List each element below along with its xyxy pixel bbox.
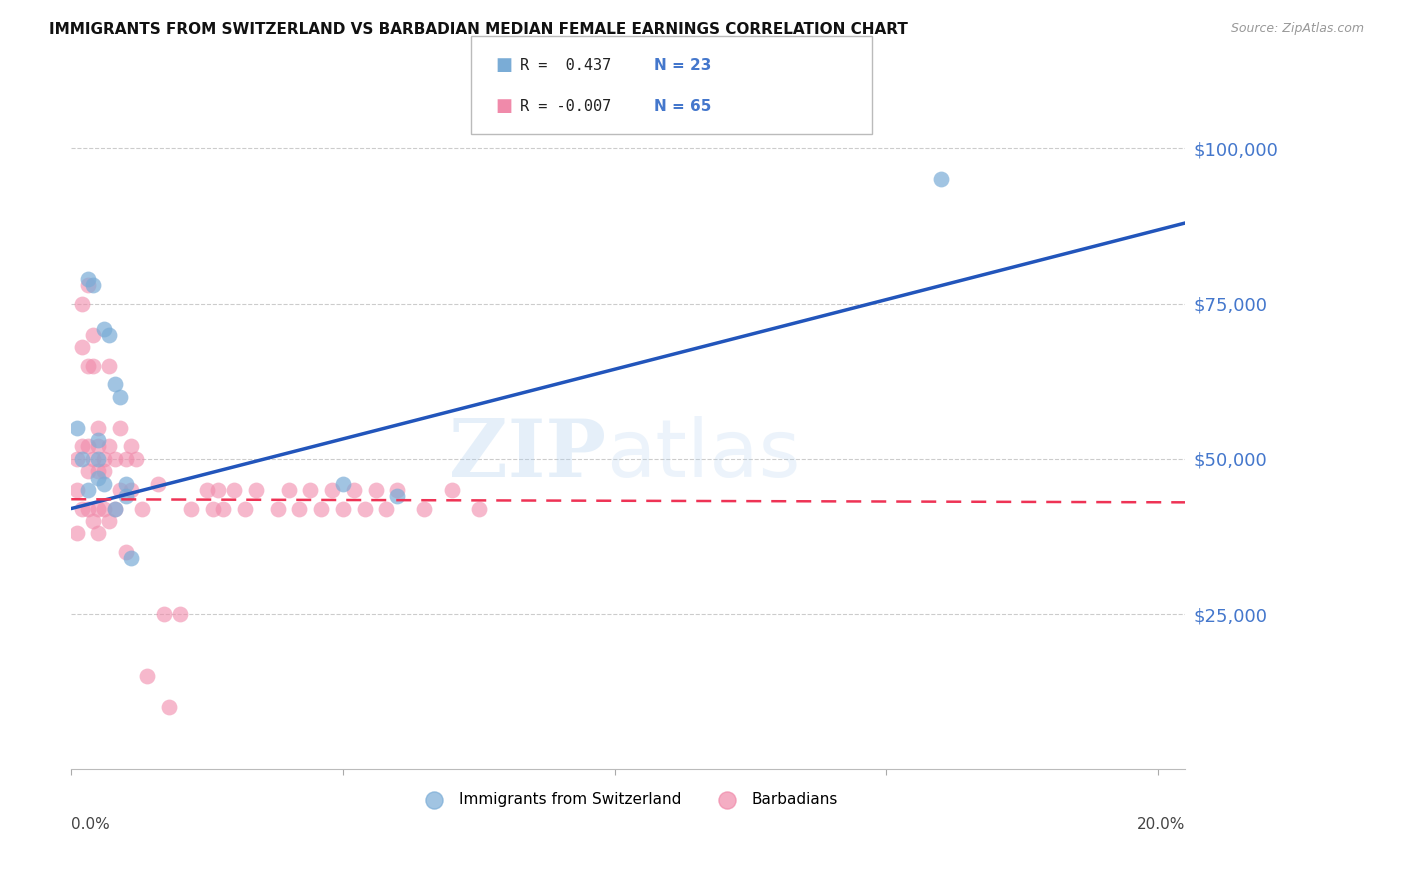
Text: IMMIGRANTS FROM SWITZERLAND VS BARBADIAN MEDIAN FEMALE EARNINGS CORRELATION CHAR: IMMIGRANTS FROM SWITZERLAND VS BARBADIAN… (49, 22, 908, 37)
Point (440, 483, 463, 497)
Point (288, 501, 311, 516)
Point (87, 464, 110, 478)
Point (201, 501, 224, 516)
Point (309, 501, 332, 516)
Point (70, 340, 93, 354)
Point (98, 327, 121, 342)
Point (82, 278, 104, 293)
Point (70, 451, 93, 466)
Point (93, 464, 115, 478)
Point (387, 489, 409, 503)
Point (76, 464, 98, 478)
Point (104, 451, 127, 466)
Point (104, 501, 127, 516)
Point (152, 607, 174, 621)
Point (108, 421, 131, 435)
Point (87, 501, 110, 516)
Point (224, 483, 246, 497)
Point (136, 669, 159, 683)
Point (70, 501, 93, 516)
Point (180, 501, 202, 516)
Point (120, 483, 142, 497)
Point (93, 476, 115, 491)
Point (104, 501, 127, 516)
Point (87, 440, 110, 454)
Point (82, 514, 104, 528)
Point (114, 489, 136, 503)
Text: atlas: atlas (606, 417, 800, 494)
Text: R = -0.007: R = -0.007 (520, 99, 612, 113)
Point (98, 514, 121, 528)
Point (82, 327, 104, 342)
Point (70, 296, 93, 310)
Text: ■: ■ (495, 56, 512, 74)
Point (195, 483, 218, 497)
Point (364, 483, 387, 497)
Point (413, 501, 436, 516)
Point (76, 278, 98, 293)
Text: N = 65: N = 65 (654, 99, 711, 113)
Point (233, 501, 256, 516)
Point (245, 483, 267, 497)
Point (131, 501, 153, 516)
Point (299, 483, 322, 497)
Text: R =  0.437: R = 0.437 (520, 58, 612, 72)
Point (353, 501, 375, 516)
Point (125, 451, 148, 466)
Point (93, 451, 115, 466)
Point (87, 451, 110, 466)
Point (82, 359, 104, 373)
Point (93, 321, 115, 335)
Point (120, 551, 142, 566)
Point (343, 483, 366, 497)
Point (87, 421, 110, 435)
Point (332, 476, 354, 491)
Point (104, 377, 127, 392)
Point (929, 172, 952, 186)
Point (169, 607, 191, 621)
Point (87, 470, 110, 484)
Point (108, 483, 131, 497)
Point (212, 501, 235, 516)
Point (148, 476, 170, 491)
Point (277, 483, 299, 497)
Point (387, 483, 409, 497)
Point (114, 451, 136, 466)
Point (76, 440, 98, 454)
Text: 0.0%: 0.0% (72, 817, 110, 832)
Point (468, 501, 491, 516)
Text: ■: ■ (495, 97, 512, 115)
Point (82, 451, 104, 466)
Point (93, 501, 115, 516)
Point (332, 501, 354, 516)
Text: Source: ZipAtlas.com: Source: ZipAtlas.com (1230, 22, 1364, 36)
Point (66, 483, 89, 497)
Point (207, 483, 229, 497)
Text: N = 23: N = 23 (654, 58, 711, 72)
Point (76, 272, 98, 286)
Point (114, 476, 136, 491)
Point (76, 483, 98, 497)
Point (321, 483, 343, 497)
Point (157, 700, 180, 714)
Point (108, 390, 131, 404)
Point (114, 545, 136, 559)
Point (98, 359, 121, 373)
Point (98, 440, 121, 454)
Point (76, 501, 98, 516)
Point (375, 501, 398, 516)
Point (267, 501, 290, 516)
Legend: Immigrants from Switzerland, Barbadians: Immigrants from Switzerland, Barbadians (413, 786, 844, 813)
Point (76, 359, 98, 373)
Point (66, 421, 89, 435)
Text: ZIP: ZIP (449, 417, 606, 494)
Point (87, 434, 110, 448)
Point (66, 526, 89, 541)
Point (87, 526, 110, 541)
Point (120, 440, 142, 454)
Point (66, 451, 89, 466)
Point (70, 440, 93, 454)
Text: 20.0%: 20.0% (1137, 817, 1185, 832)
